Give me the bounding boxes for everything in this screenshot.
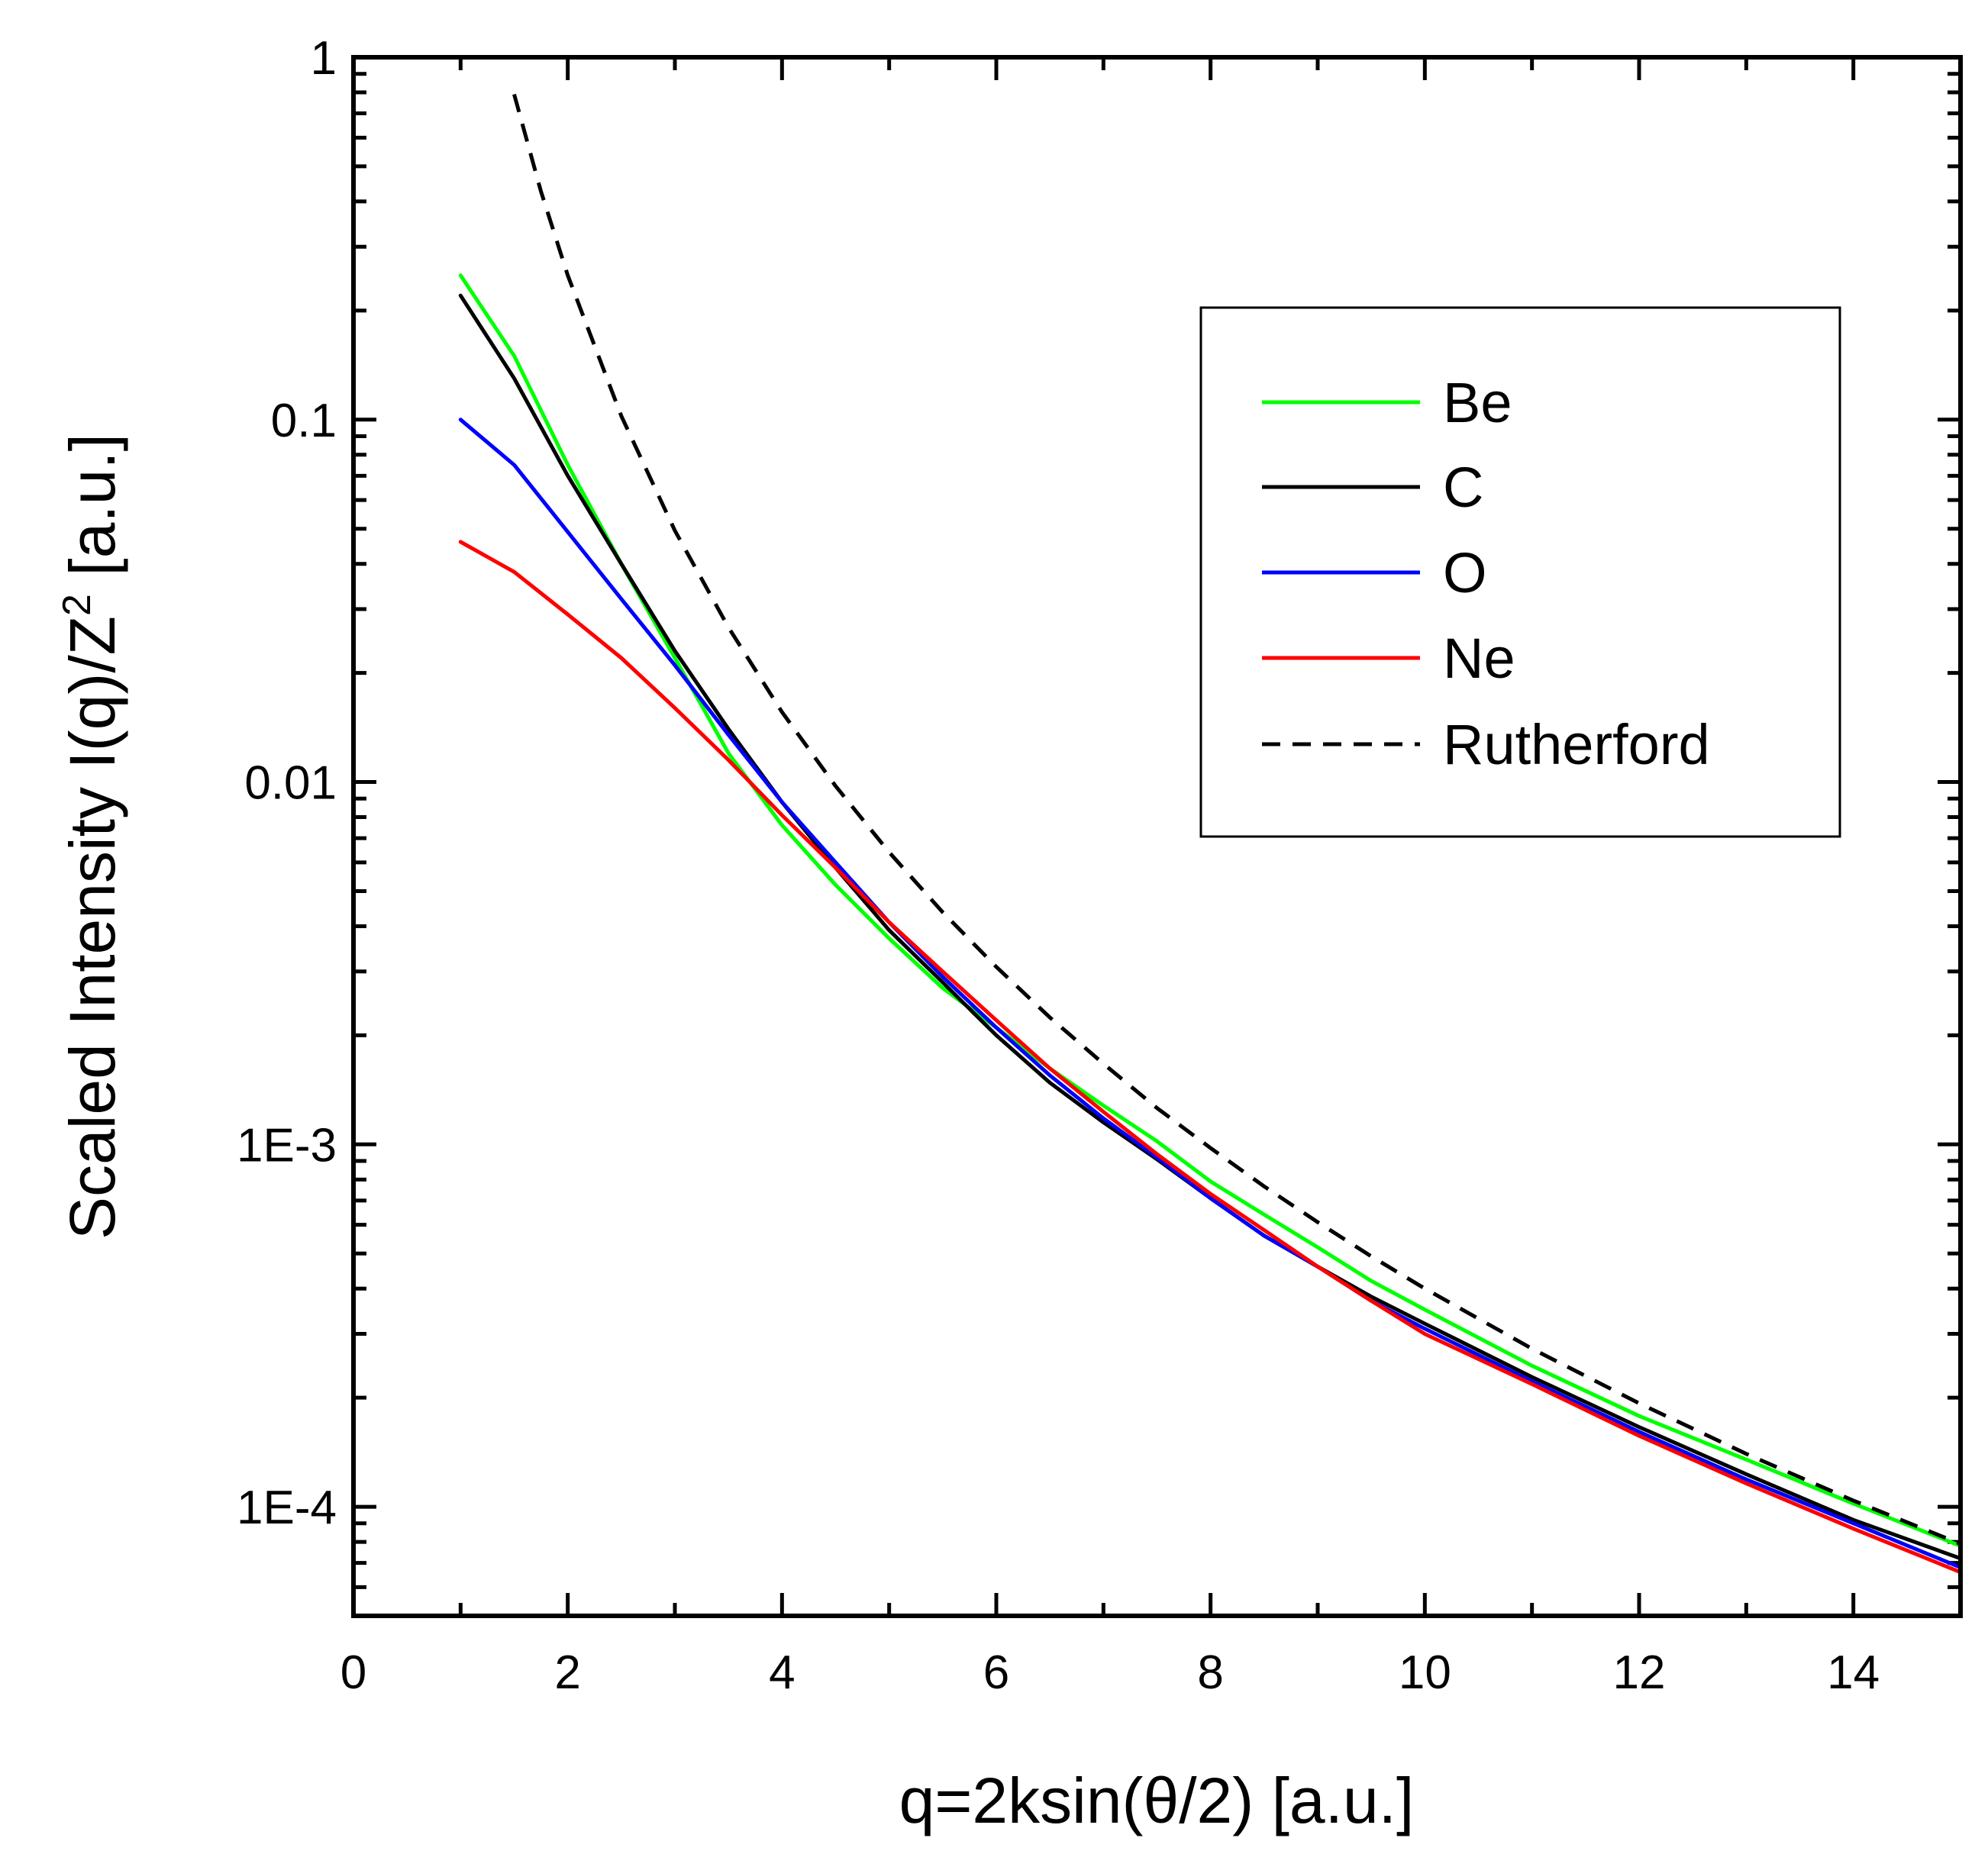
series-line-be (458, 273, 1961, 1548)
y-axis-title: Scaled Intensity I(q)/Z2 [a.u.] (55, 434, 128, 1240)
x-tick-label: 14 (1827, 1646, 1880, 1699)
y-tick-label: 0.1 (271, 395, 337, 447)
y-axis-title-tail: [a.u.] (56, 434, 128, 594)
series-line-rutherford (512, 93, 1961, 1546)
legend-label-c: C (1443, 456, 1483, 519)
x-tick-label: 4 (769, 1646, 795, 1699)
series-line-c (458, 293, 1961, 1561)
legend-label-rutherford: Rutherford (1443, 713, 1710, 776)
x-tick-labels: 0 2 4 6 8 10 12 14 (340, 1646, 1880, 1699)
x-tick-label: 8 (1197, 1646, 1223, 1699)
x-axis-title: q=2ksin(θ/2) [a.u.] (899, 1765, 1415, 1836)
legend: Be CO Ne Rutherford (1199, 306, 1841, 838)
x-tick-label: 10 (1399, 1646, 1451, 1699)
series-line-ne (458, 540, 1961, 1575)
y-tick-label: 1E-3 (237, 1119, 337, 1172)
series-line-o (458, 418, 1961, 1570)
legend-label-ne: Ne (1443, 627, 1515, 690)
y-axis-title-main: Scaled Intensity I(q)/Z (56, 616, 128, 1240)
y-tick-labels: 1E-4 1E-3 0.01 0.1 1 (237, 32, 337, 1534)
y-tick-label: 0.01 (244, 757, 337, 810)
plot-frame (351, 55, 1963, 1618)
legend-label-o: O (1443, 541, 1487, 605)
y-tick-label: 1E-4 (237, 1482, 337, 1534)
legend-label-be: Be (1443, 371, 1512, 434)
x-tick-label: 0 (340, 1646, 366, 1699)
y-axis-title-superscript: 2 (55, 594, 99, 616)
x-tick-label: 2 (554, 1646, 580, 1699)
x-tick-label: 6 (983, 1646, 1009, 1699)
y-tick-label: 1 (311, 32, 337, 85)
x-tick-label: 12 (1613, 1646, 1666, 1699)
series-group (458, 93, 1961, 1575)
